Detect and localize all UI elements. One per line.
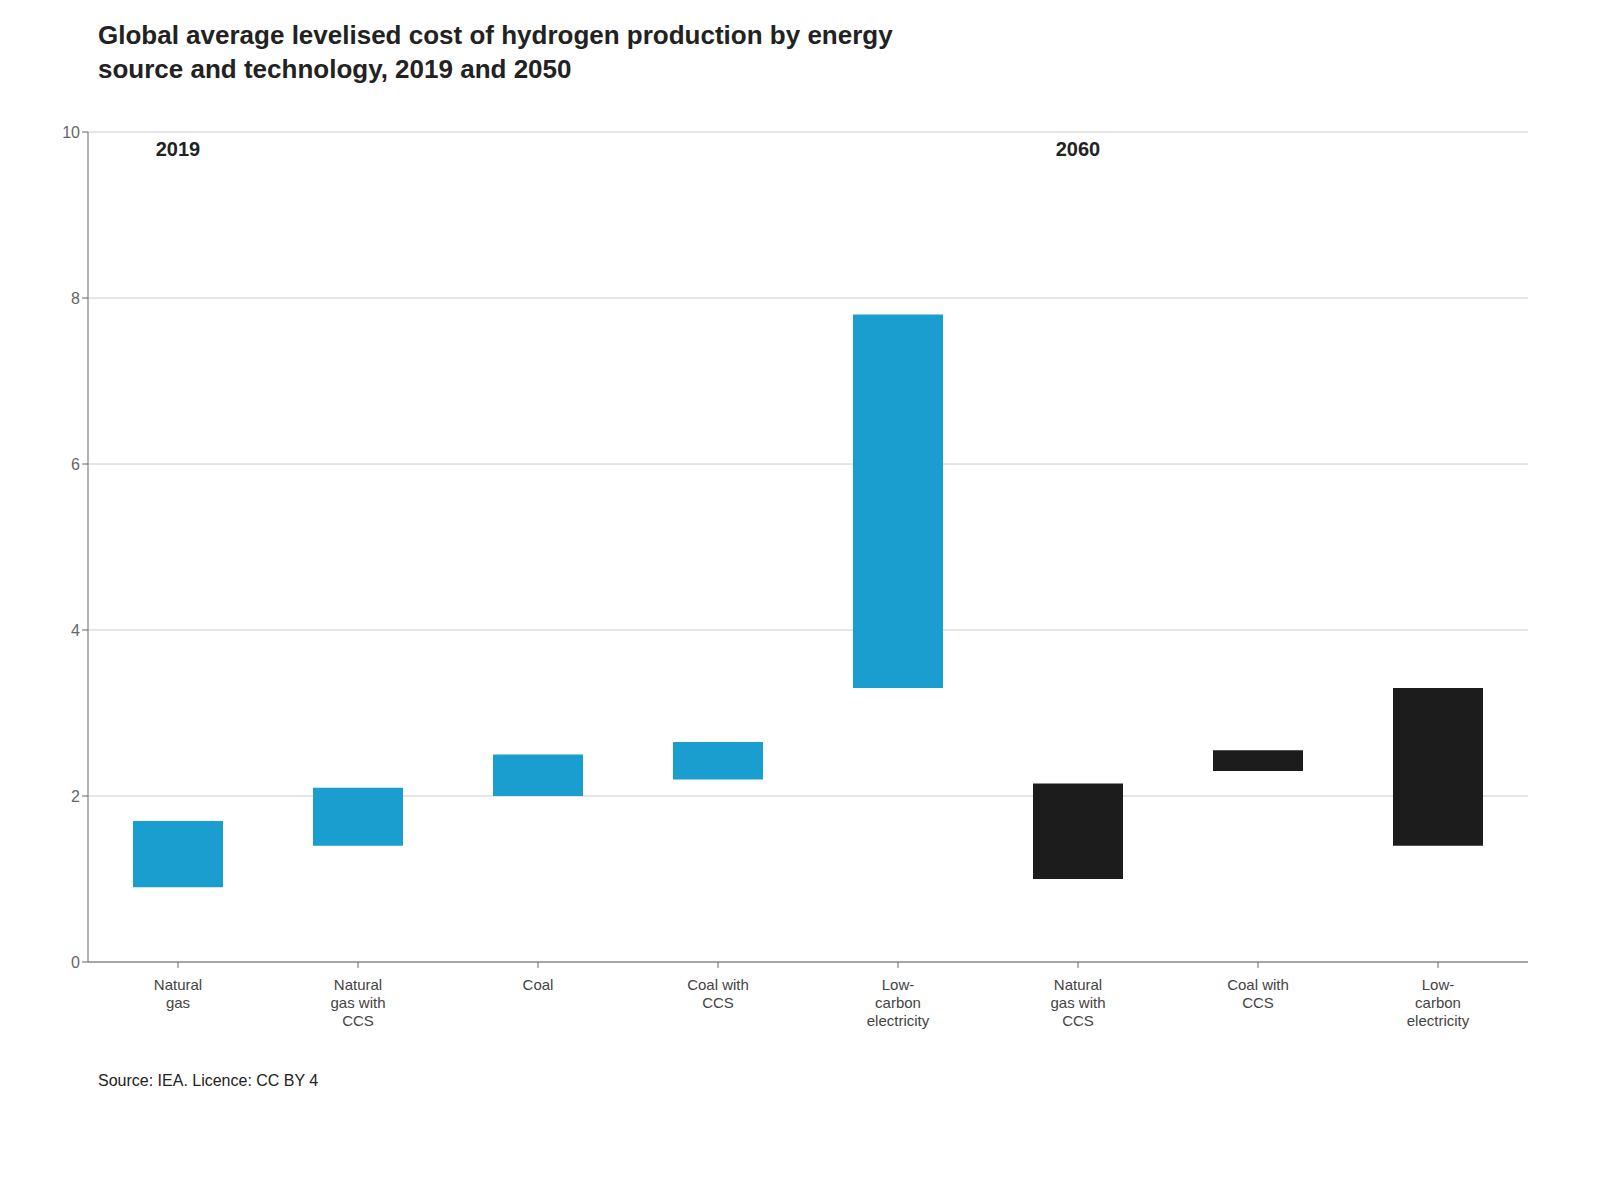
svg-text:Coal withCCS: Coal withCCS <box>687 976 749 1011</box>
svg-text:Low-carbonelectricity: Low-carbonelectricity <box>1407 976 1470 1029</box>
svg-text:2: 2 <box>71 788 80 805</box>
svg-text:0: 0 <box>71 954 80 971</box>
svg-text:4: 4 <box>71 622 80 639</box>
svg-text:Low-carbonelectricity: Low-carbonelectricity <box>867 976 930 1029</box>
svg-text:8: 8 <box>71 290 80 307</box>
svg-text:Naturalgas withCCS: Naturalgas withCCS <box>1050 976 1105 1029</box>
svg-text:10: 10 <box>62 124 80 141</box>
svg-text:2060: 2060 <box>1056 138 1101 160</box>
svg-text:6: 6 <box>71 456 80 473</box>
svg-text:2019: 2019 <box>156 138 201 160</box>
svg-text:Naturalgas: Naturalgas <box>154 976 202 1011</box>
html-text:Global average levelised cost: Global average levelised cost of hydroge… <box>98 20 893 50</box>
svg-text:Naturalgas withCCS: Naturalgas withCCS <box>330 976 385 1029</box>
svg-text:Coal withCCS: Coal withCCS <box>1227 976 1289 1011</box>
html-text:Source: IEA. Licence: CC BY 4: Source: IEA. Licence: CC BY 4 <box>98 1072 319 1089</box>
svg-text:Coal: Coal <box>523 976 554 993</box>
html-text:source and technology, 2019 an: source and technology, 2019 and 2050 <box>98 54 572 84</box>
